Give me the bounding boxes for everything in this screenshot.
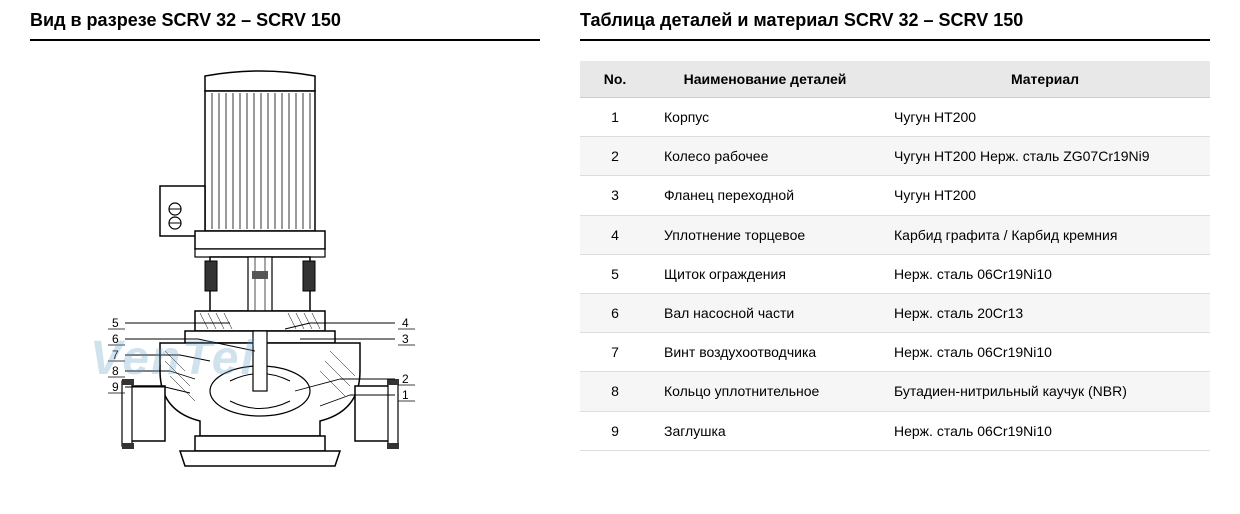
cell-name: Вал насосной части <box>650 293 880 332</box>
callout-9: 9 <box>112 380 119 394</box>
parts-table: No. Наименование деталей Материал 1Корпу… <box>580 61 1210 451</box>
diagram-title: Вид в разрезе SCRV 32 – SCRV 150 <box>30 10 540 41</box>
cell-no: 8 <box>580 372 650 411</box>
table-row: 9ЗаглушкаНерж. сталь 06Cr19Ni10 <box>580 411 1210 450</box>
cell-no: 7 <box>580 333 650 372</box>
table-title: Таблица деталей и материал SCRV 32 – SCR… <box>580 10 1210 41</box>
pump-cross-section-svg: 5 6 7 8 9 4 3 2 1 <box>30 61 490 491</box>
col-name: Наименование деталей <box>650 61 880 98</box>
callout-3: 3 <box>402 332 409 346</box>
callout-1: 1 <box>402 388 409 402</box>
cell-material: Нерж. сталь 20Cr13 <box>880 293 1210 332</box>
callout-5: 5 <box>112 316 119 330</box>
cell-name: Колесо рабочее <box>650 137 880 176</box>
cell-name: Уплотнение торцевое <box>650 215 880 254</box>
callout-4: 4 <box>402 316 409 330</box>
cell-material: Нерж. сталь 06Cr19Ni10 <box>880 333 1210 372</box>
cell-no: 5 <box>580 254 650 293</box>
callout-7: 7 <box>112 348 119 362</box>
cell-name: Корпус <box>650 98 880 137</box>
cell-no: 3 <box>580 176 650 215</box>
cell-no: 6 <box>580 293 650 332</box>
cell-no: 4 <box>580 215 650 254</box>
cell-name: Заглушка <box>650 411 880 450</box>
table-row: 8Кольцо уплотнительноеБутадиен-нитрильны… <box>580 372 1210 411</box>
cell-material: Чугун HT200 <box>880 98 1210 137</box>
cell-no: 2 <box>580 137 650 176</box>
table-row: 6Вал насосной частиНерж. сталь 20Cr13 <box>580 293 1210 332</box>
table-row: 2Колесо рабочееЧугун HT200 Нерж. сталь Z… <box>580 137 1210 176</box>
table-row: 5Щиток огражденияНерж. сталь 06Cr19Ni10 <box>580 254 1210 293</box>
callout-2: 2 <box>402 372 409 386</box>
cell-material: Нерж. сталь 06Cr19Ni10 <box>880 254 1210 293</box>
cell-name: Щиток ограждения <box>650 254 880 293</box>
cell-material: Чугун HT200 <box>880 176 1210 215</box>
table-row: 7Винт воздухоотводчикаНерж. сталь 06Cr19… <box>580 333 1210 372</box>
callout-6: 6 <box>112 332 119 346</box>
cell-material: Карбид графита / Карбид кремния <box>880 215 1210 254</box>
cell-material: Чугун HT200 Нерж. сталь ZG07Cr19Ni9 <box>880 137 1210 176</box>
cell-name: Винт воздухоотводчика <box>650 333 880 372</box>
cross-section-diagram: VenTel <box>30 61 490 491</box>
table-row: 4Уплотнение торцевоеКарбид графита / Кар… <box>580 215 1210 254</box>
table-row: 1КорпусЧугун HT200 <box>580 98 1210 137</box>
cell-no: 9 <box>580 411 650 450</box>
cell-name: Кольцо уплотнительное <box>650 372 880 411</box>
cell-material: Нерж. сталь 06Cr19Ni10 <box>880 411 1210 450</box>
callout-8: 8 <box>112 364 119 378</box>
cell-no: 1 <box>580 98 650 137</box>
cell-material: Бутадиен-нитрильный каучук (NBR) <box>880 372 1210 411</box>
col-no: No. <box>580 61 650 98</box>
table-row: 3Фланец переходнойЧугун HT200 <box>580 176 1210 215</box>
col-material: Материал <box>880 61 1210 98</box>
cell-name: Фланец переходной <box>650 176 880 215</box>
